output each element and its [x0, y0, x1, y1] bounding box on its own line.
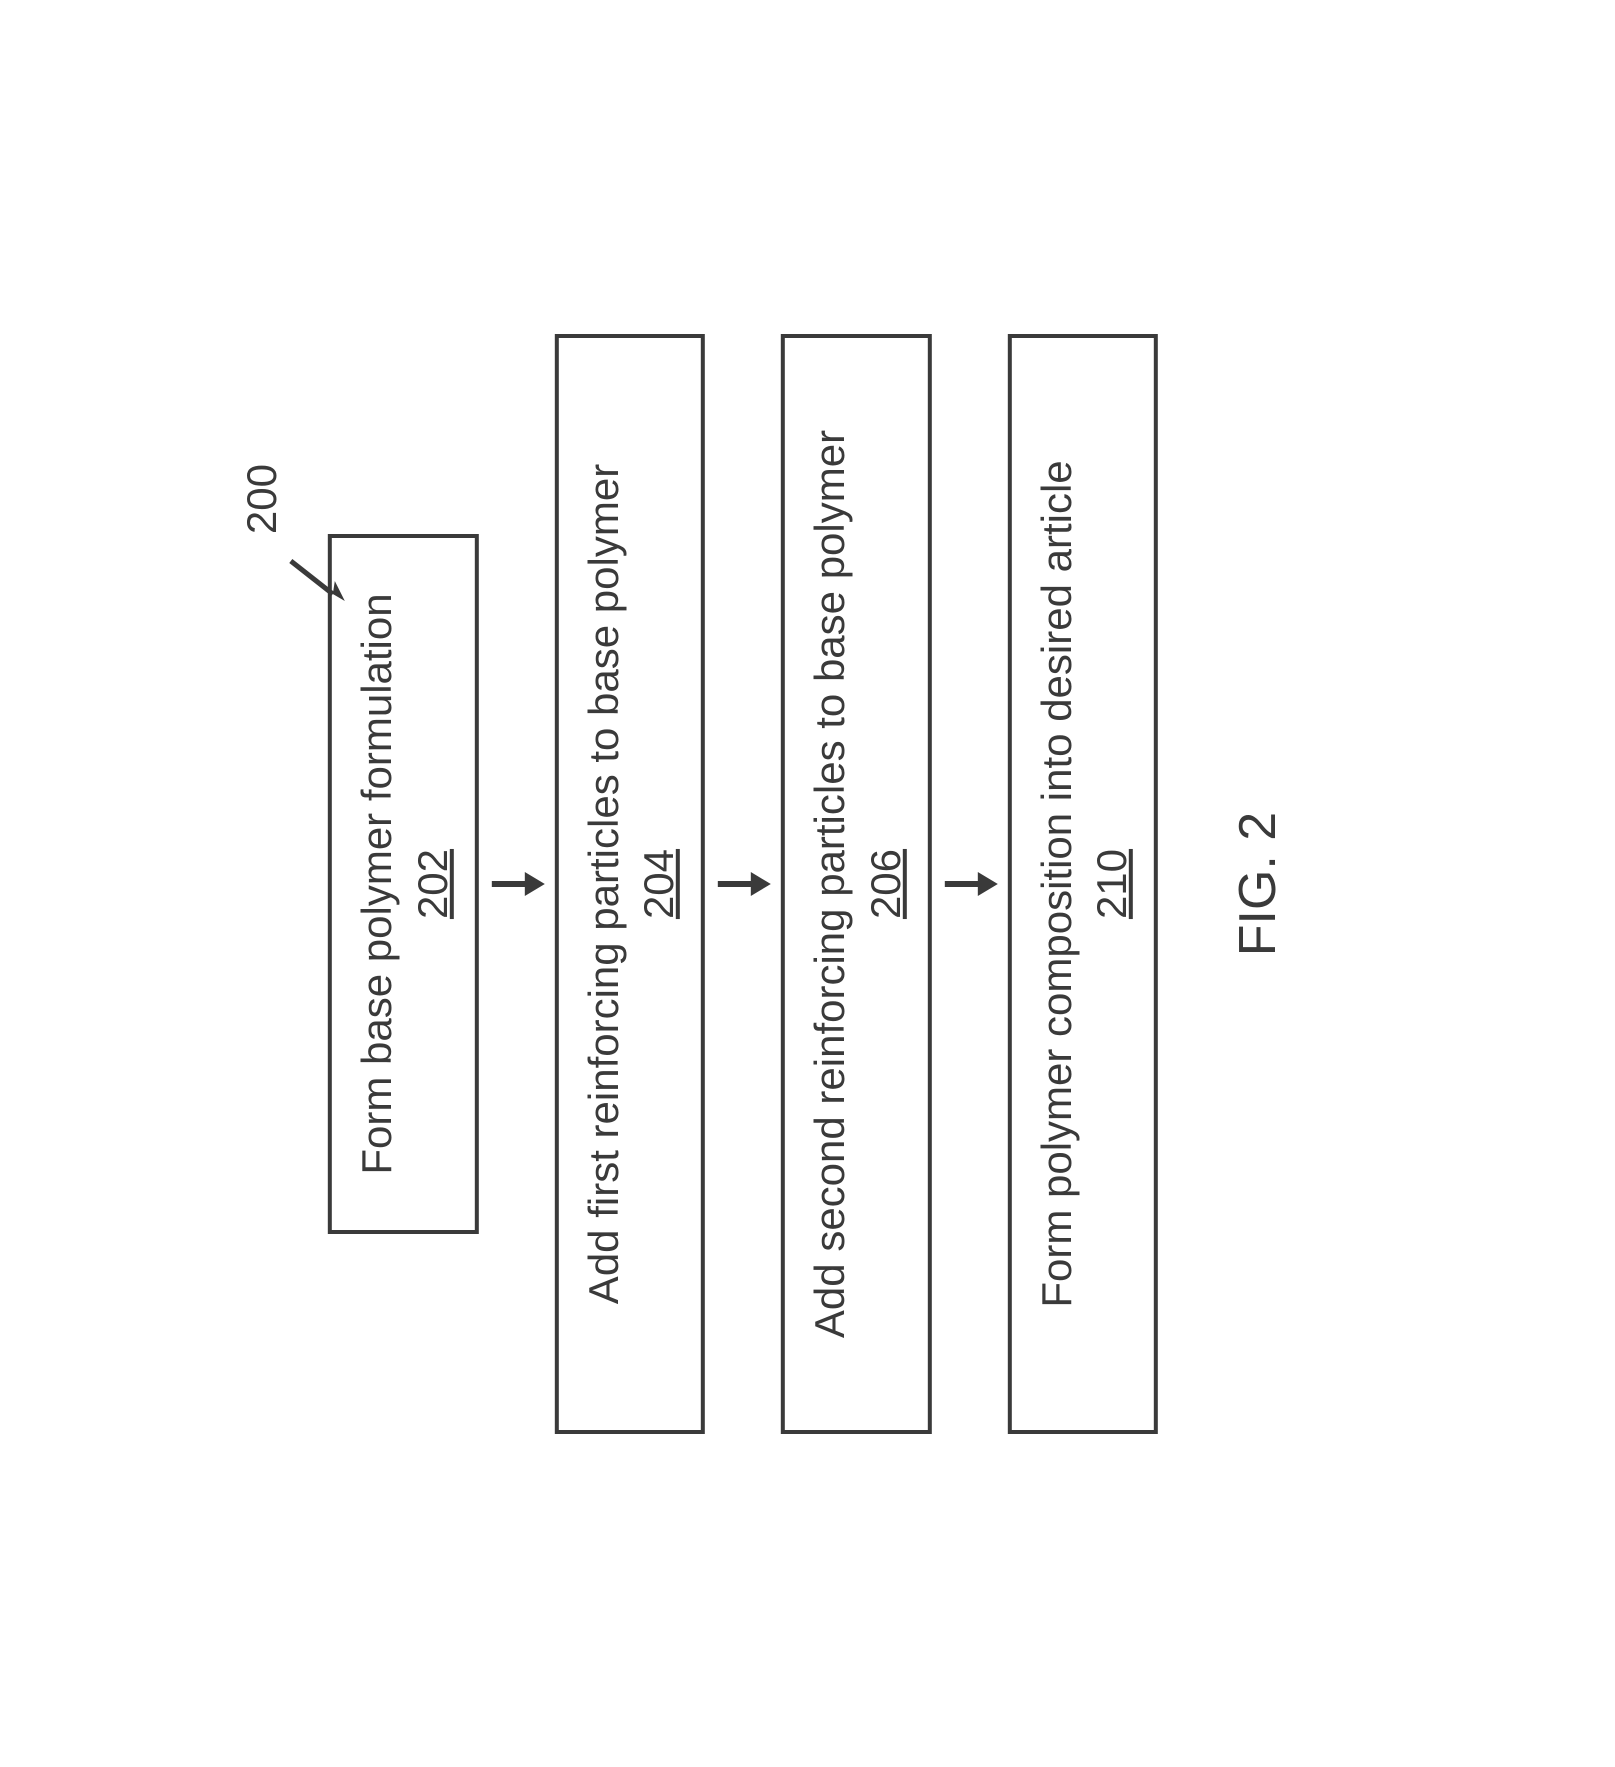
step-box-4: Form polymer composition into desired ar… — [1007, 334, 1158, 1434]
flowchart-diagram: 200 Form base polymer formulation 202 Ad… — [327, 284, 1287, 1484]
step-box-2: Add first reinforcing particles to base … — [554, 334, 705, 1434]
step-text: Add second reinforcing particles to base… — [803, 429, 858, 1337]
step-number: 206 — [861, 848, 909, 918]
arrow-down-icon — [486, 864, 546, 904]
reference-number: 200 — [237, 464, 285, 534]
step-box-1: Form base polymer formulation 202 — [327, 534, 478, 1234]
step-text: Form polymer composition into desired ar… — [1029, 460, 1084, 1307]
figure-caption: FIG. 2 — [1228, 811, 1288, 955]
step-text: Add first reinforcing particles to base … — [576, 463, 631, 1303]
reference-wrapper: 200 Form base polymer formulation 202 — [327, 284, 478, 1484]
arrow-down-icon — [713, 864, 773, 904]
reference-arrow-icon — [282, 549, 352, 609]
step-text: Form base polymer formulation — [349, 593, 404, 1174]
step-number: 204 — [635, 848, 683, 918]
step-number: 202 — [408, 848, 456, 918]
arrow-down-icon — [939, 864, 999, 904]
step-number: 210 — [1088, 848, 1136, 918]
step-box-3: Add second reinforcing particles to base… — [781, 334, 932, 1434]
